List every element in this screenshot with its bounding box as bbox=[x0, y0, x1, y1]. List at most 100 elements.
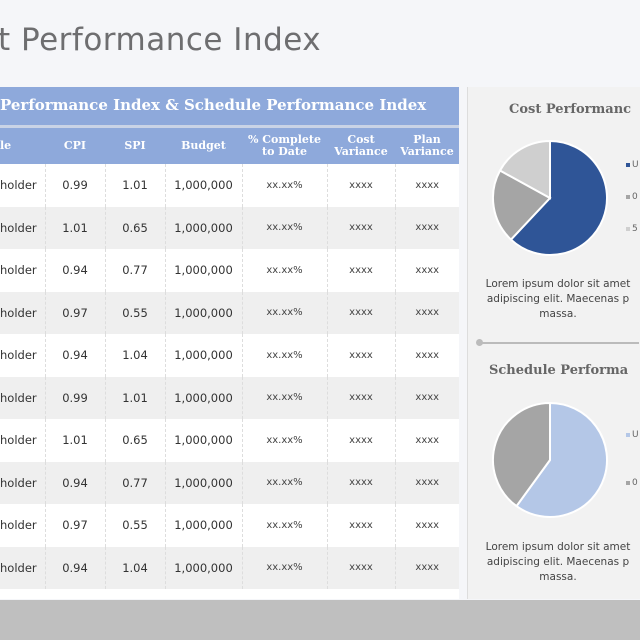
table-cell: xxxx bbox=[394, 376, 459, 419]
table-cell: holder bbox=[0, 376, 45, 419]
divider-dot bbox=[476, 339, 483, 346]
table-cell: holder bbox=[0, 433, 37, 448]
table-cell: xxxx bbox=[326, 461, 395, 504]
table-cell: 0.65 bbox=[104, 206, 165, 249]
table-cell: 1,000,000 bbox=[164, 291, 242, 334]
table-caption: Performance Index & Schedule Performance… bbox=[0, 87, 459, 128]
legend-label: 0 bbox=[632, 478, 638, 488]
table-cell: 0.94 bbox=[44, 546, 105, 589]
table-row: holder 1.01 0.65 1,000,000 xx.xx% xxxx xxxx bbox=[0, 206, 459, 249]
table-cell: xx.xx% bbox=[241, 461, 327, 504]
legend-item: 0 bbox=[626, 478, 638, 488]
table-cell: 0.77 bbox=[104, 249, 165, 292]
table-row: holder 0.94 0.77 1,000,000 xx.xx% xxxx xxxx bbox=[0, 461, 459, 504]
table-cell: 1.01 bbox=[44, 419, 105, 462]
table-cell: 0.97 bbox=[44, 504, 105, 547]
table-cell: xxxx bbox=[394, 504, 459, 547]
table-cell: 1,000,000 bbox=[164, 504, 242, 547]
table-cell: holder bbox=[0, 546, 45, 589]
table-cell: 1.04 bbox=[104, 546, 165, 589]
divider bbox=[479, 342, 639, 344]
table-cell: xxxx bbox=[326, 249, 395, 292]
column-header: le bbox=[0, 128, 45, 164]
table-cell: xx.xx% bbox=[241, 546, 327, 589]
legend-label: U bbox=[632, 160, 639, 170]
pie-slice bbox=[492, 401, 551, 508]
bottom-bar bbox=[0, 600, 640, 640]
legend-swatch bbox=[626, 162, 630, 167]
table-cell: 0.94 bbox=[44, 461, 105, 504]
legend-swatch bbox=[626, 480, 630, 485]
table-cell: 1,000,000 bbox=[164, 164, 242, 207]
table-cell: xxxx bbox=[326, 419, 395, 462]
pie-slice bbox=[492, 169, 552, 241]
legend-item: 5 bbox=[626, 224, 638, 234]
table-cell: 0.55 bbox=[104, 291, 165, 334]
data-table: le CPI SPI Budget% Complete to Date Cost Var… bbox=[0, 128, 459, 589]
table-cell: xx.xx% bbox=[241, 376, 327, 419]
table-cell: xx.xx% bbox=[241, 164, 327, 207]
schedule-description: Lorem ipsum dolor sit amet adipiscing el… bbox=[485, 541, 631, 583]
table-cell: 1,000,000 bbox=[164, 461, 242, 504]
table-cell: 0.94 bbox=[44, 249, 105, 292]
table-cell: 0.77 bbox=[104, 461, 165, 504]
table-cell: 0.97 bbox=[44, 291, 105, 334]
table-cell: xxxx bbox=[394, 206, 459, 249]
table-cell: xxxx bbox=[394, 546, 459, 589]
table-cell: xx.xx% bbox=[241, 206, 327, 249]
table-cell: holder bbox=[0, 206, 45, 249]
table-cell: holder bbox=[0, 518, 37, 533]
column-header: Cost Variance bbox=[327, 128, 395, 164]
table-cell: 0.94 bbox=[44, 334, 105, 377]
table-cell: 0.65 bbox=[104, 419, 165, 462]
table-cell: xxxx bbox=[326, 504, 395, 547]
table-cell: xxxx bbox=[326, 334, 395, 377]
table-row: holder 0.97 0.55 1,000,000 xx.xx% xxxx xxxx bbox=[0, 291, 459, 334]
table-cell: 1.01 bbox=[44, 206, 105, 249]
table-row: holder 0.94 0.77 1,000,000 xx.xx% xxxx xxxx bbox=[0, 249, 459, 292]
table-row: holder 0.99 1.01 1,000,000 xx.xx% xxxx xxxx bbox=[0, 376, 459, 419]
table-row: holder 0.94 1.04 1,000,000 xx.xx% xxxx xxxx bbox=[0, 334, 459, 377]
table-cell: xx.xx% bbox=[241, 419, 327, 462]
table-cell: holder bbox=[0, 178, 37, 193]
table-cell: holder bbox=[0, 263, 37, 278]
table-cell: xxxx bbox=[394, 291, 459, 334]
pie-slice bbox=[509, 139, 608, 256]
column-header: Budget bbox=[165, 128, 242, 164]
legend-label: U bbox=[632, 430, 639, 440]
table-cell: xx.xx% bbox=[241, 291, 327, 334]
table-cell: 1.01 bbox=[104, 164, 165, 207]
table-cell: xxxx bbox=[394, 419, 459, 462]
table-cell: 1,000,000 bbox=[164, 376, 242, 419]
cost-description: Lorem ipsum dolor sit amet adipiscing el… bbox=[485, 278, 631, 320]
table-cell: 1,000,000 bbox=[164, 419, 242, 462]
pie-slice bbox=[515, 401, 608, 518]
page-title: t Performance Index bbox=[0, 22, 322, 58]
table-row: holder 1.01 0.65 1,000,000 xx.xx% xxxx xxxx bbox=[0, 419, 459, 462]
performance-table: Performance Index & Schedule Performance… bbox=[0, 87, 459, 599]
column-header: Plan Variance bbox=[395, 128, 459, 164]
legend-label: 0 bbox=[632, 192, 638, 202]
table-cell: xxxx bbox=[394, 164, 459, 207]
table-cell: holder bbox=[0, 291, 45, 334]
table-cell: xx.xx% bbox=[241, 249, 327, 292]
table-cell: xxxx bbox=[326, 206, 395, 249]
table-cell: 1,000,000 bbox=[164, 249, 242, 292]
legend-swatch bbox=[626, 194, 630, 199]
table-row: holder 0.97 0.55 1,000,000 xx.xx% xxxx xxxx bbox=[0, 504, 459, 547]
table-cell: xxxx bbox=[326, 164, 395, 207]
table-cell: xxxx bbox=[326, 376, 395, 419]
table-cell: 1.01 bbox=[104, 376, 165, 419]
pie-slice bbox=[498, 139, 551, 200]
column-header: CPI bbox=[45, 128, 105, 164]
legend-swatch bbox=[626, 226, 630, 231]
table-cell: 1.04 bbox=[104, 334, 165, 377]
table-cell: 0.99 bbox=[44, 164, 105, 207]
legend-label: 5 bbox=[632, 224, 638, 234]
column-header: % Complete to Date bbox=[242, 128, 327, 164]
table-cell: xxxx bbox=[394, 249, 459, 292]
legend-item: U bbox=[626, 430, 639, 440]
table-cell: 1,000,000 bbox=[164, 334, 242, 377]
table-cell: 0.55 bbox=[104, 504, 165, 547]
table-cell: xxxx bbox=[394, 334, 459, 377]
